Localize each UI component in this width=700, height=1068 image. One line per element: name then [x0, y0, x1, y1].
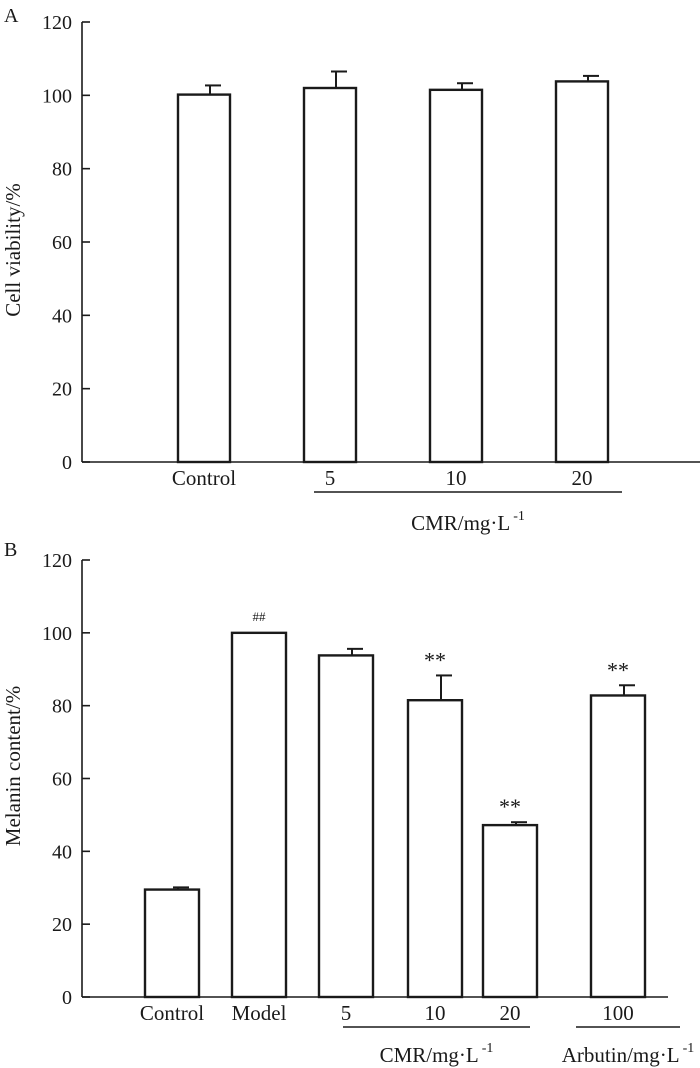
- panel-b-bar: [317, 654, 375, 999]
- panel-b-bar: [230, 631, 288, 999]
- panel-b-y-tick-label: 20: [52, 914, 72, 936]
- panel-a-bar: [428, 88, 484, 464]
- panel-b-y-tick-label: 120: [42, 550, 72, 572]
- panel-b-bar: [406, 699, 464, 999]
- panel-b-group-label-superscript: -1: [482, 1041, 494, 1056]
- panel-a-y-tick-label: 60: [52, 232, 72, 254]
- panel-b-category-label: 5: [341, 1001, 352, 1025]
- panel-a-y-tick-label: 0: [62, 452, 72, 474]
- panel-a-group-label-superscript: -1: [513, 509, 525, 524]
- panel-b-bar: [589, 694, 647, 999]
- panel-a-y-tick-label: 40: [52, 305, 72, 327]
- panel-a-group-label: CMR/mg·L -1: [411, 509, 525, 535]
- panel-b-group-label-superscript: -1: [683, 1041, 695, 1056]
- panel-b-category-label: Control: [140, 1001, 204, 1025]
- panel-a-y-tick-label: 80: [52, 159, 72, 181]
- panel-b-category-label: 10: [425, 1001, 446, 1025]
- panel-b-significance-label: **: [424, 647, 446, 672]
- panel-b-y-axis-label: Melanin content/%: [1, 686, 25, 846]
- panel-a-category-label: 5: [325, 466, 336, 490]
- panel-b-label: B: [4, 539, 17, 561]
- panel-b-y-tick-label: 40: [52, 841, 72, 863]
- panel-b-group-label: Arbutin/mg·L -1: [562, 1041, 695, 1067]
- panel-b-y-tick-label: 0: [62, 987, 72, 1009]
- panel-b-category-label: 100: [602, 1001, 634, 1025]
- panel-b-bar: [481, 823, 539, 999]
- panel-a-label: A: [4, 5, 19, 27]
- panel-b-category-label: Model: [232, 1001, 287, 1025]
- panel-a-y-tick-label: 100: [42, 85, 72, 107]
- panel-b-y-tick-label: 100: [42, 623, 72, 645]
- panel-a-category-label: 10: [446, 466, 467, 490]
- panel-a-y-tick-label: 20: [52, 379, 72, 401]
- panel-b-group-label: CMR/mg·L -1: [380, 1041, 494, 1067]
- panel-a-category-label: Control: [172, 466, 236, 490]
- panel-b-group-label-text: CMR/mg·L: [380, 1043, 479, 1067]
- panel-b-y-tick-label: 80: [52, 696, 72, 718]
- panel-a-y-tick-label: 120: [42, 12, 72, 34]
- panel-b-significance-label: ##: [253, 609, 267, 624]
- panel-b-y-tick-label: 60: [52, 769, 72, 791]
- panel-a-category-label: 20: [572, 466, 593, 490]
- panel-b-significance-label: **: [499, 794, 521, 819]
- panel-b-group-label-text: Arbutin/mg·L: [562, 1043, 680, 1067]
- panel-b-significance-label: **: [607, 657, 629, 682]
- panel-b-category-label: 20: [500, 1001, 521, 1025]
- panel-a-bar: [554, 80, 610, 464]
- panel-a-bar: [176, 93, 232, 464]
- panel-a-bar: [302, 86, 358, 464]
- panel-b-bar: [143, 888, 201, 999]
- panel-a-group-label-text: CMR/mg·L: [411, 511, 510, 535]
- panel-a-y-axis-label: Cell viability/%: [1, 183, 25, 317]
